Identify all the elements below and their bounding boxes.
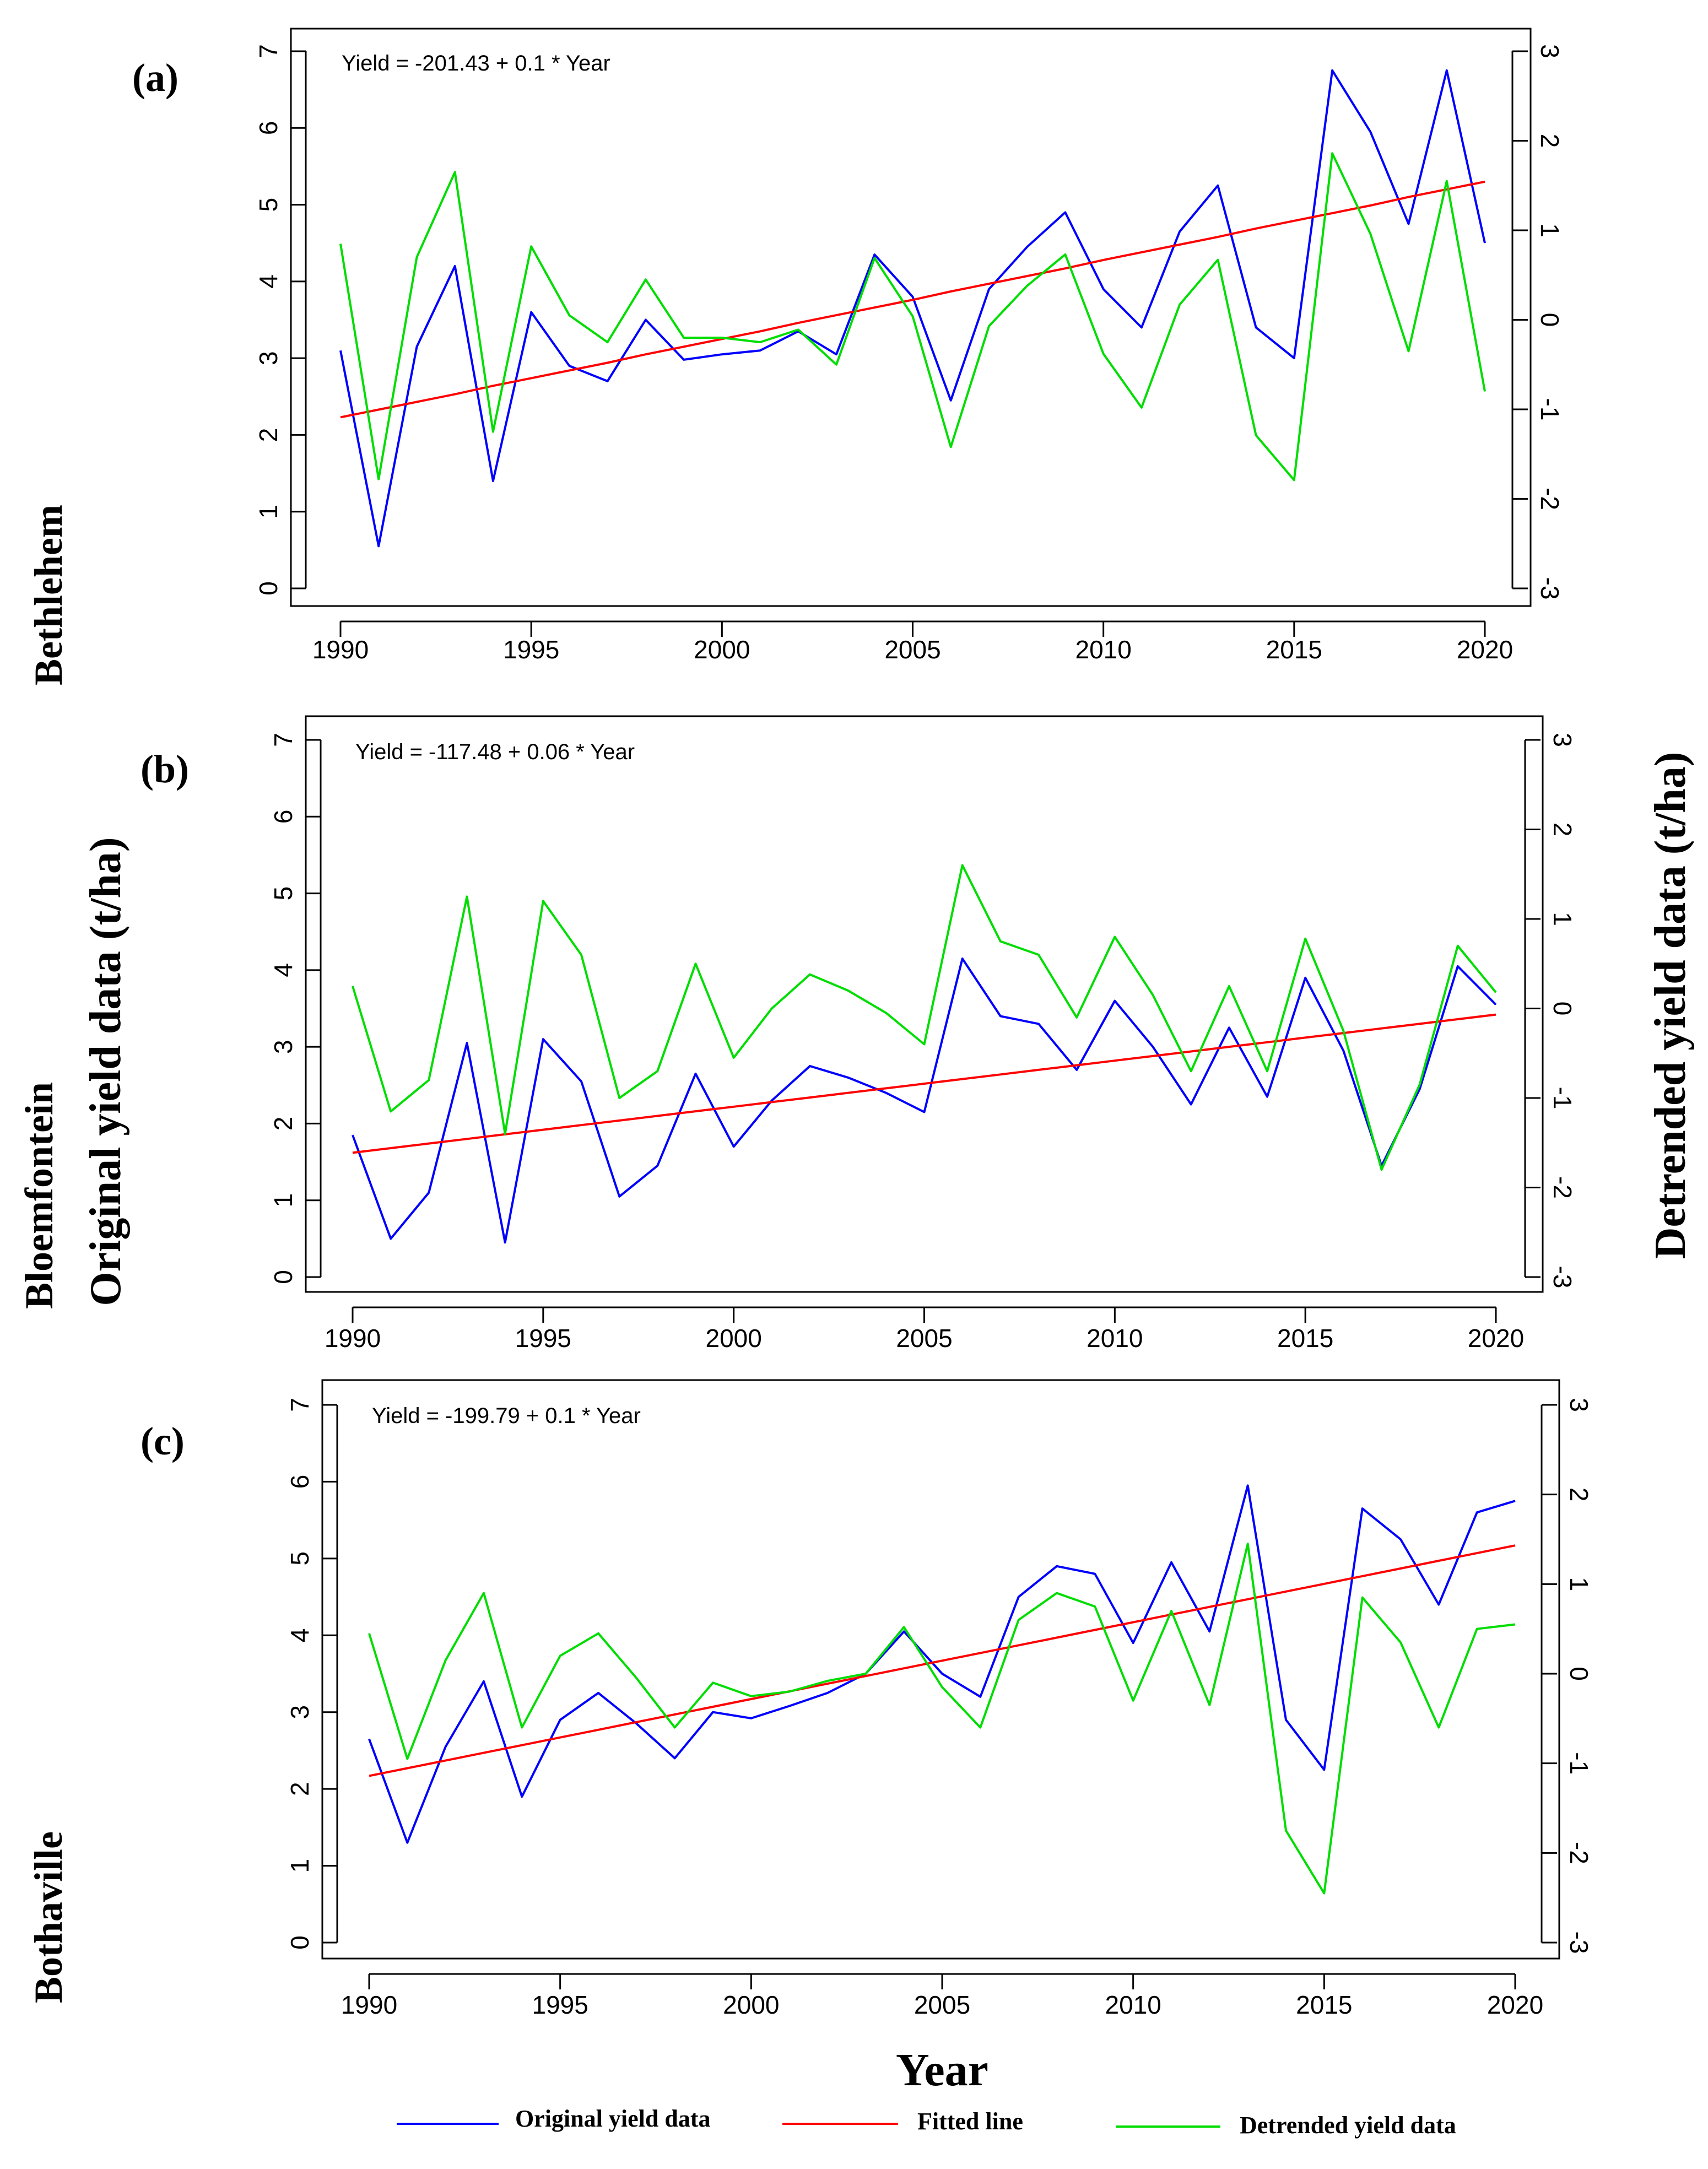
y-left-tick-label: 0 bbox=[285, 1935, 314, 1950]
y-right-tick-label: -3 bbox=[1565, 1932, 1593, 1954]
y-right-tick-label: 2 bbox=[1536, 134, 1564, 148]
y-left-tick-label: 2 bbox=[269, 1117, 298, 1131]
x-tick-label: 2000 bbox=[723, 1990, 779, 2019]
series-line-detrended-yield-data bbox=[352, 864, 1497, 1171]
y-left-tick-label: 5 bbox=[269, 886, 298, 901]
y-right-tick-label: -3 bbox=[1548, 1266, 1577, 1289]
panel-bethlehem: 0 1 2 3 4 5 6 7 -3 -2 -1 0 1 2 3 1990 1995 2000 2005 2010 20… bbox=[254, 28, 1564, 664]
y-right-tick-label: -2 bbox=[1548, 1176, 1577, 1199]
legend: Original yield data Fitted line Detrende… bbox=[397, 2105, 1456, 2139]
y-right-tick-label: -1 bbox=[1548, 1087, 1577, 1110]
y-right-tick-label: 3 bbox=[1536, 44, 1564, 58]
y-left-tick-label: 7 bbox=[269, 733, 298, 747]
y-right-title: Detrended yield data (t/ha) bbox=[1646, 752, 1695, 1259]
panel-bloemfontein: 0 1 2 3 4 5 6 7 -3 -2 -1 0 1 2 3 1990 1995 2000 2005 2010 20… bbox=[269, 715, 1577, 1353]
x-tick-label: 1995 bbox=[503, 635, 559, 664]
y-left-tick-label: 6 bbox=[269, 809, 298, 824]
series-line-original-yield-data bbox=[368, 1484, 1516, 1844]
x-tick-label: 1995 bbox=[515, 1324, 571, 1353]
y-left-tick-label: 3 bbox=[254, 351, 283, 365]
y-left-tick-label: 5 bbox=[285, 1551, 314, 1566]
x-tick-label: 2010 bbox=[1105, 1990, 1161, 2019]
panel-letter-c: (c) bbox=[140, 1419, 185, 1463]
x-tick-label: 1990 bbox=[341, 1990, 397, 2019]
plot-frame bbox=[305, 715, 1544, 1293]
x-tick-label: 2005 bbox=[914, 1990, 970, 2019]
series-line-fitted-line bbox=[369, 1544, 1516, 1777]
y-right-tick-label: -1 bbox=[1536, 398, 1564, 421]
y-left-tick-label: 1 bbox=[254, 505, 283, 519]
y-left-tick-label: 6 bbox=[254, 121, 283, 135]
plot-frame bbox=[290, 28, 1532, 607]
y-left-tick-label: 3 bbox=[285, 1705, 314, 1719]
y-right-tick-label: 2 bbox=[1548, 823, 1577, 837]
x-tick-label: 1995 bbox=[532, 1990, 588, 2019]
y-right-tick-label: 0 bbox=[1565, 1667, 1593, 1681]
y-left-tick-label: 7 bbox=[254, 44, 283, 58]
y-right-tick-label: 1 bbox=[1536, 223, 1564, 237]
y-right-tick-label: -3 bbox=[1536, 577, 1564, 600]
y-left-tick-label: 3 bbox=[269, 1040, 298, 1054]
regression-equation: Yield = -117.48 + 0.06 * Year bbox=[355, 740, 635, 764]
y-right-tick-label: -2 bbox=[1565, 1842, 1593, 1864]
y-right-tick-label: 0 bbox=[1548, 1002, 1577, 1016]
panel-letter-b: (b) bbox=[140, 747, 189, 791]
x-tick-label: 2005 bbox=[884, 635, 941, 664]
y-left-tick-label: 2 bbox=[254, 428, 283, 442]
legend-label-detrended: Detrended yield data bbox=[1240, 2112, 1456, 2139]
y-left-tick-label: 6 bbox=[285, 1475, 314, 1489]
x-tick-label: 2020 bbox=[1457, 635, 1513, 664]
y-left-tick-label: 0 bbox=[269, 1270, 298, 1284]
x-axis-title: Year bbox=[896, 2044, 988, 2096]
y-right-tick-label: 1 bbox=[1548, 912, 1577, 926]
y-left-title: Original yield data (t/ha) bbox=[82, 837, 130, 1306]
y-right-tick-label: -1 bbox=[1565, 1752, 1593, 1775]
x-tick-label: 2020 bbox=[1487, 1990, 1543, 2019]
y-right-tick-label: 3 bbox=[1548, 733, 1577, 747]
x-tick-label: 2005 bbox=[896, 1324, 952, 1353]
y-left-tick-label: 7 bbox=[285, 1398, 314, 1412]
x-tick-label: 2000 bbox=[705, 1324, 761, 1353]
x-tick-label: 2020 bbox=[1468, 1324, 1524, 1353]
series-line-fitted-line bbox=[340, 180, 1485, 419]
y-left-tick-label: 2 bbox=[285, 1782, 314, 1796]
y-right-tick-label: 1 bbox=[1565, 1577, 1593, 1592]
y-left-tick-label: 4 bbox=[285, 1628, 314, 1642]
x-tick-label: 2015 bbox=[1277, 1324, 1333, 1353]
y-right-tick-label: 2 bbox=[1565, 1488, 1593, 1502]
y-left-tick-label: 4 bbox=[269, 963, 298, 977]
regression-equation: Yield = -201.43 + 0.1 * Year bbox=[342, 51, 610, 75]
y-left-tick-label: 1 bbox=[285, 1859, 314, 1873]
y-left-tick-label: 0 bbox=[254, 581, 283, 596]
x-tick-label: 2000 bbox=[694, 635, 750, 664]
series-line-original-yield-data bbox=[352, 958, 1497, 1244]
panel-letter-a: (a) bbox=[132, 56, 179, 100]
x-tick-label: 2015 bbox=[1296, 1990, 1352, 2019]
plot-frame bbox=[321, 1379, 1560, 1960]
site-label-bothaville: Bothaville bbox=[26, 1831, 71, 2003]
series-line-original-yield-data bbox=[339, 69, 1486, 548]
x-tick-label: 1990 bbox=[325, 1324, 381, 1353]
x-tick-label: 2010 bbox=[1075, 635, 1131, 664]
y-right-tick-label: 3 bbox=[1565, 1398, 1593, 1412]
site-label-bloemfontein: Bloemfontein bbox=[17, 1082, 61, 1309]
legend-label-fitted: Fitted line bbox=[917, 2108, 1023, 2135]
y-right-tick-label: 0 bbox=[1536, 313, 1564, 327]
y-left-tick-label: 4 bbox=[254, 274, 283, 289]
x-tick-label: 1990 bbox=[312, 635, 369, 664]
series-line-detrended-yield-data bbox=[339, 152, 1486, 482]
y-right-tick-label: -2 bbox=[1536, 488, 1564, 510]
site-label-bethlehem: Bethlehem bbox=[26, 505, 71, 685]
legend-label-original: Original yield data bbox=[515, 2105, 710, 2132]
x-tick-label: 2015 bbox=[1266, 635, 1322, 664]
series-line-fitted-line bbox=[352, 1013, 1496, 1154]
series-line-detrended-yield-data bbox=[368, 1543, 1516, 1895]
x-tick-label: 2010 bbox=[1087, 1324, 1143, 1353]
panel-bothaville: 0 1 2 3 4 5 6 7 -3 -2 -1 0 1 2 3 1990 1995 2000 2005 2010 20… bbox=[285, 1379, 1593, 2019]
y-left-tick-label: 1 bbox=[269, 1193, 298, 1208]
y-left-tick-label: 5 bbox=[254, 198, 283, 212]
regression-equation: Yield = -199.79 + 0.1 * Year bbox=[372, 1404, 641, 1428]
